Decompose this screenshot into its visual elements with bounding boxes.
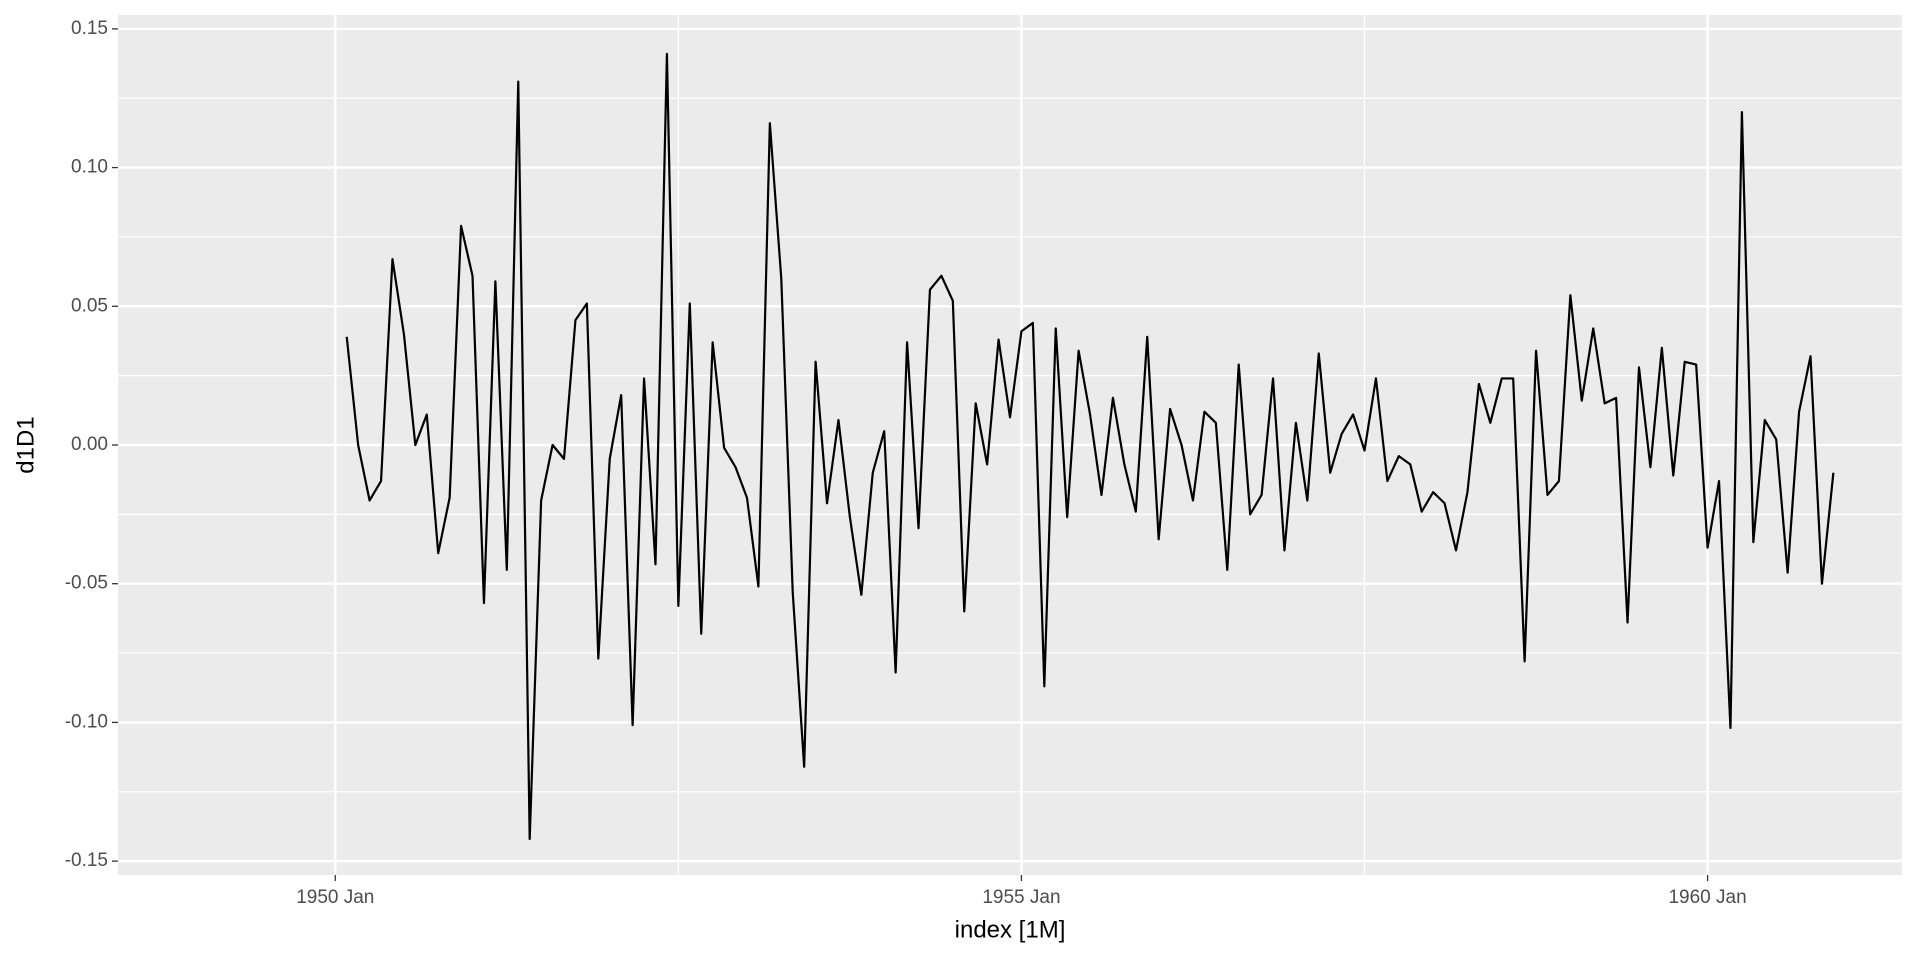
x-tick-label: 1955 Jan (982, 887, 1060, 908)
y-axis-title: d1D1 (12, 416, 39, 473)
y-tick-label: -0.05 (65, 573, 108, 594)
y-tick-label: 0.15 (71, 18, 108, 39)
y-tick-label: -0.15 (65, 850, 108, 871)
data-line (345, 52, 1835, 841)
y-tick-label: 0.10 (71, 157, 108, 178)
y-tick-label: 0.05 (71, 295, 108, 316)
y-tick-label: -0.10 (65, 711, 108, 732)
y-tick-label: 0.00 (71, 434, 108, 455)
x-tick-label: 1950 Jan (296, 887, 374, 908)
x-axis-title: index [1M] (955, 916, 1066, 943)
x-tick-label: 1960 Jan (1668, 887, 1746, 908)
